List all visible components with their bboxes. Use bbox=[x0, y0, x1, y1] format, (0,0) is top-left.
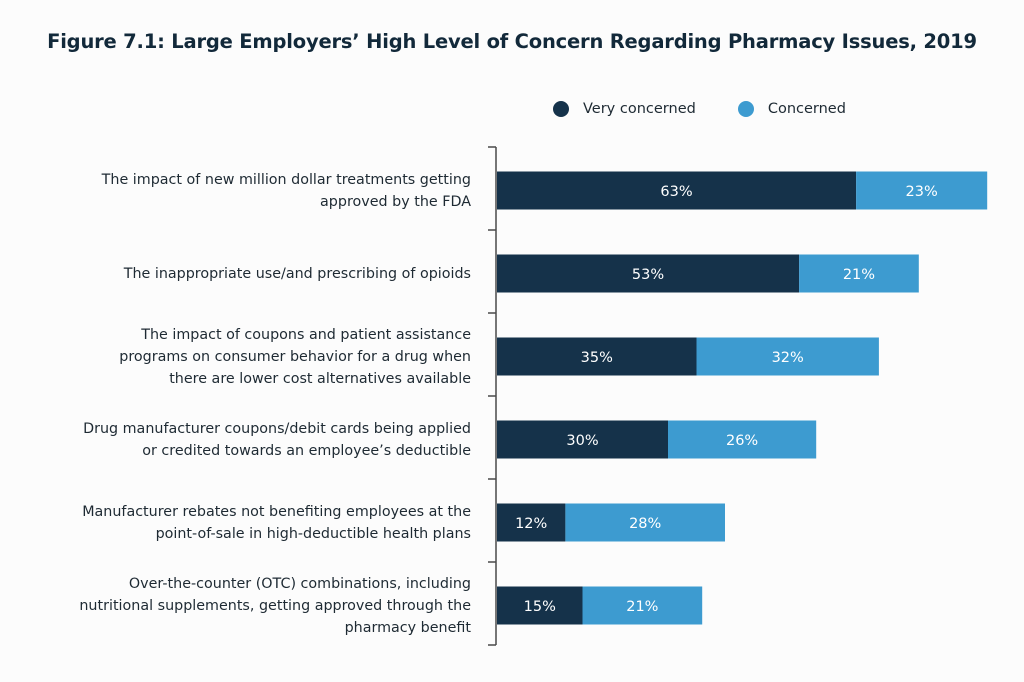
bar-concerned-value-label: 28% bbox=[629, 516, 661, 532]
legend-label-very-concerned: Very concerned bbox=[583, 101, 696, 117]
legend-item-very-concerned: Very concerned bbox=[553, 101, 696, 117]
legend-label-concerned: Concerned bbox=[767, 101, 846, 117]
category-label-line: or credited towards an employee’s deduct… bbox=[142, 442, 471, 459]
legend: Very concerned Concerned bbox=[553, 101, 888, 117]
bar-very-concerned bbox=[497, 586, 583, 625]
category-label: The impact of coupons and patient assist… bbox=[119, 324, 471, 390]
category-label-line: Manufacturer rebates not benefiting empl… bbox=[82, 503, 471, 520]
bar-concerned bbox=[799, 254, 919, 293]
bar-concerned bbox=[668, 420, 817, 459]
bar-concerned bbox=[856, 171, 988, 210]
category-label-line: there are lower cost alternatives availa… bbox=[169, 370, 471, 387]
bar-concerned bbox=[565, 503, 725, 542]
bar-concerned-value-label: 21% bbox=[843, 267, 875, 283]
category-label: The impact of new million dollar treatme… bbox=[102, 169, 471, 213]
bar-very-concerned bbox=[497, 337, 697, 376]
category-label-line: pharmacy benefit bbox=[344, 619, 471, 636]
bar-very-concerned bbox=[497, 503, 566, 542]
bar-very-concerned-value-label: 30% bbox=[566, 433, 598, 449]
category-label: The inappropriate use/and prescribing of… bbox=[124, 263, 471, 285]
bar-very-concerned bbox=[497, 254, 800, 293]
category-label-line: approved by the FDA bbox=[320, 193, 471, 210]
category-label-line: Drug manufacturer coupons/debit cards be… bbox=[83, 420, 471, 437]
category-label: Manufacturer rebates not benefiting empl… bbox=[82, 501, 471, 545]
bar-very-concerned-value-label: 15% bbox=[524, 599, 556, 615]
category-label-line: The impact of new million dollar treatme… bbox=[101, 171, 471, 188]
category-label-line: The inappropriate use/and prescribing of… bbox=[123, 265, 471, 282]
bar-very-concerned-value-label: 12% bbox=[515, 516, 547, 532]
bar-very-concerned bbox=[497, 420, 668, 459]
chart-title: Figure 7.1: Large Employers’ High Level … bbox=[47, 30, 977, 53]
category-label-line: Over-the-counter (OTC) combinations, inc… bbox=[128, 575, 471, 592]
legend-item-concerned: Concerned bbox=[737, 101, 846, 117]
bar-concerned-value-label: 21% bbox=[626, 599, 658, 615]
category-label: Drug manufacturer coupons/debit cards be… bbox=[83, 418, 471, 462]
legend-swatch-concerned bbox=[737, 101, 754, 117]
category-label-line: The impact of coupons and patient assist… bbox=[141, 326, 471, 343]
bar-very-concerned bbox=[497, 171, 857, 210]
bar-very-concerned-value-label: 53% bbox=[632, 267, 664, 283]
bar-very-concerned-value-label: 35% bbox=[581, 350, 613, 366]
bar-concerned bbox=[696, 337, 879, 376]
legend-swatch-very-concerned bbox=[553, 101, 569, 117]
category-label-line: programs on consumer behavior for a drug… bbox=[119, 348, 471, 365]
category-label-line: nutritional supplements, getting approve… bbox=[79, 597, 471, 614]
category-label-line: point-of-sale in high-deductible health … bbox=[155, 525, 471, 542]
bar-concerned bbox=[582, 586, 703, 625]
category-label: Over-the-counter (OTC) combinations, inc… bbox=[79, 573, 471, 639]
bar-concerned-value-label: 32% bbox=[772, 350, 804, 366]
bar-concerned-value-label: 23% bbox=[906, 184, 938, 200]
bar-very-concerned-value-label: 63% bbox=[660, 184, 692, 200]
bar-concerned-value-label: 26% bbox=[726, 433, 758, 449]
